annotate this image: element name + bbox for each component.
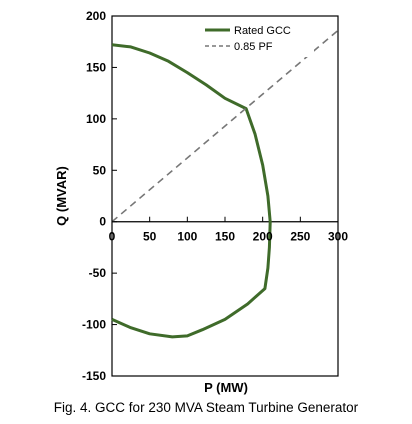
x-tick-label: 200 [253, 230, 273, 244]
gcc-chart: 200 150 100 50 0 -50 -100 -150 0 50 100 150 200 250 30… [54, 9, 348, 395]
y-tick-label: 100 [86, 112, 106, 126]
x-tick-label: 50 [143, 230, 157, 244]
x-tick-label: 150 [215, 230, 235, 244]
x-tick-label: 250 [290, 230, 310, 244]
x-tick-label: 300 [328, 230, 348, 244]
x-tick-label: 0 [109, 230, 116, 244]
y-tick-label: 50 [93, 163, 107, 177]
y-tick-label: -150 [82, 369, 106, 383]
y-tick-label: 150 [86, 60, 106, 74]
figure-caption: Fig. 4. GCC for 230 MVA Steam Turbine Ge… [53, 400, 359, 415]
x-tick-label: 100 [177, 230, 197, 244]
plot-area [111, 15, 339, 377]
tick-labels: 200 150 100 50 0 -50 -100 -150 0 50 100 150 200 250 30… [82, 9, 348, 383]
legend: Rated GCC 0.85 PF [200, 19, 314, 57]
y-tick-label: 0 [99, 215, 106, 229]
plot-frame [111, 15, 339, 377]
series-line-pf-085 [111, 29, 339, 223]
y-axis-title: Q (MVAR) [54, 166, 69, 226]
y-tick-label: -100 [82, 318, 106, 332]
x-axis-title: P (MW) [204, 380, 248, 395]
legend-label: 0.85 PF [234, 41, 273, 53]
y-tick-label: 200 [86, 9, 106, 23]
legend-label: Rated GCC [234, 25, 291, 37]
y-tick-label: -50 [89, 266, 107, 280]
series-line-rated-gcc [111, 43, 272, 339]
legend-box [200, 19, 314, 57]
